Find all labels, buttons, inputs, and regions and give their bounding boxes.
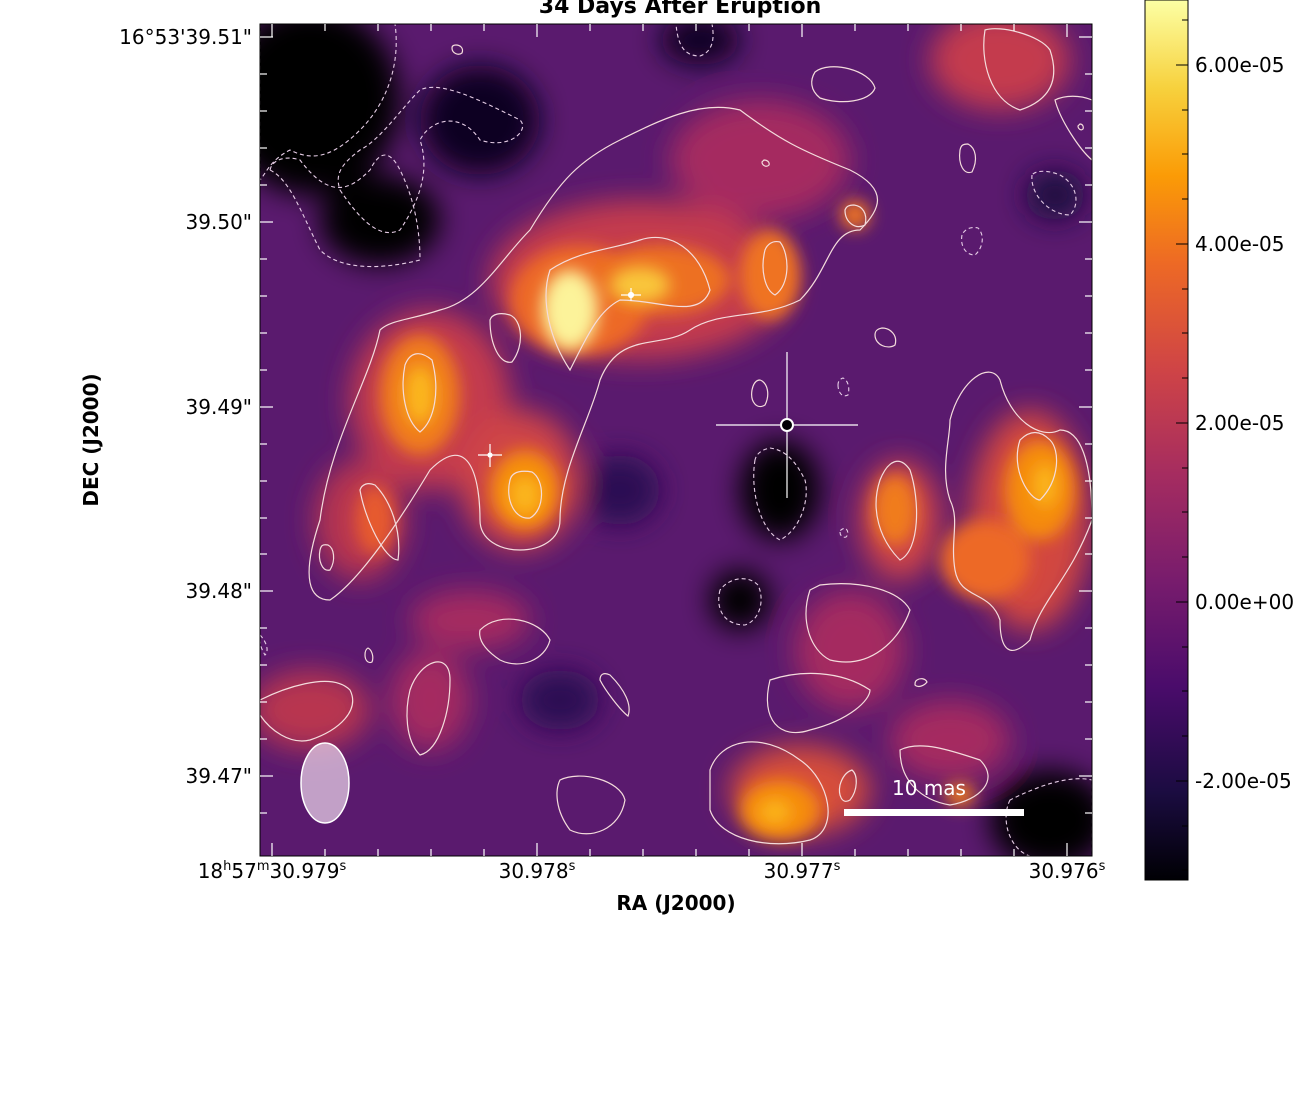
tick-marks	[260, 24, 1092, 856]
small-cross-marker-center	[621, 288, 641, 301]
x-tick-labels: 18h57m30.979s 30.978s 30.977s 30.976s	[198, 859, 1106, 883]
colorbar-tick-label: 0.00e+00	[1195, 590, 1294, 614]
contour-lines-positive	[260, 28, 1092, 845]
y-axis-label: DEC (J2000)	[79, 373, 103, 506]
large-crosshair-marker	[716, 352, 858, 498]
y-tick-labels: 16°53'39.51" 39.50" 39.49" 39.48" 39.47"	[119, 25, 252, 788]
y-tick-label: 39.47"	[186, 764, 252, 788]
y-tick-label: 39.50"	[186, 210, 252, 234]
radio-map	[260, 24, 1092, 856]
y-tick-label: 39.49"	[186, 395, 252, 419]
x-tick-label: 30.976s	[1029, 859, 1106, 883]
beam-ellipse	[300, 742, 350, 824]
colorbar-tick-label: -2.00e-05	[1195, 769, 1292, 793]
y-tick-label: 16°53'39.51"	[119, 25, 252, 49]
plot-frame	[259, 23, 1093, 857]
figure-title: 34 Days After Eruption	[539, 0, 821, 19]
x-tick-label: 30.977s	[764, 859, 841, 883]
colorbar-tick-label: 4.00e-05	[1195, 232, 1285, 256]
x-tick-label: 18h57m30.979s	[198, 859, 347, 883]
small-cross-marker-left	[478, 444, 502, 467]
colorbar: 6.00e-05 4.00e-05 2.00e-05 0.00e+00 -2.0…	[1144, 0, 1294, 881]
colorbar-tick-label: 2.00e-05	[1195, 411, 1285, 435]
scale-bar-label: 10 mas	[892, 776, 966, 800]
x-axis-label: RA (J2000)	[616, 891, 735, 915]
x-tick-label: 30.978s	[499, 859, 576, 883]
scale-bar: 10 mas	[844, 776, 1024, 816]
position-markers	[478, 288, 858, 498]
contour-lines-negative	[260, 24, 1092, 856]
colorbar-tick-label: 6.00e-05	[1195, 53, 1285, 77]
colorbar-gradient	[1144, 0, 1189, 881]
y-tick-label: 39.48"	[186, 579, 252, 603]
